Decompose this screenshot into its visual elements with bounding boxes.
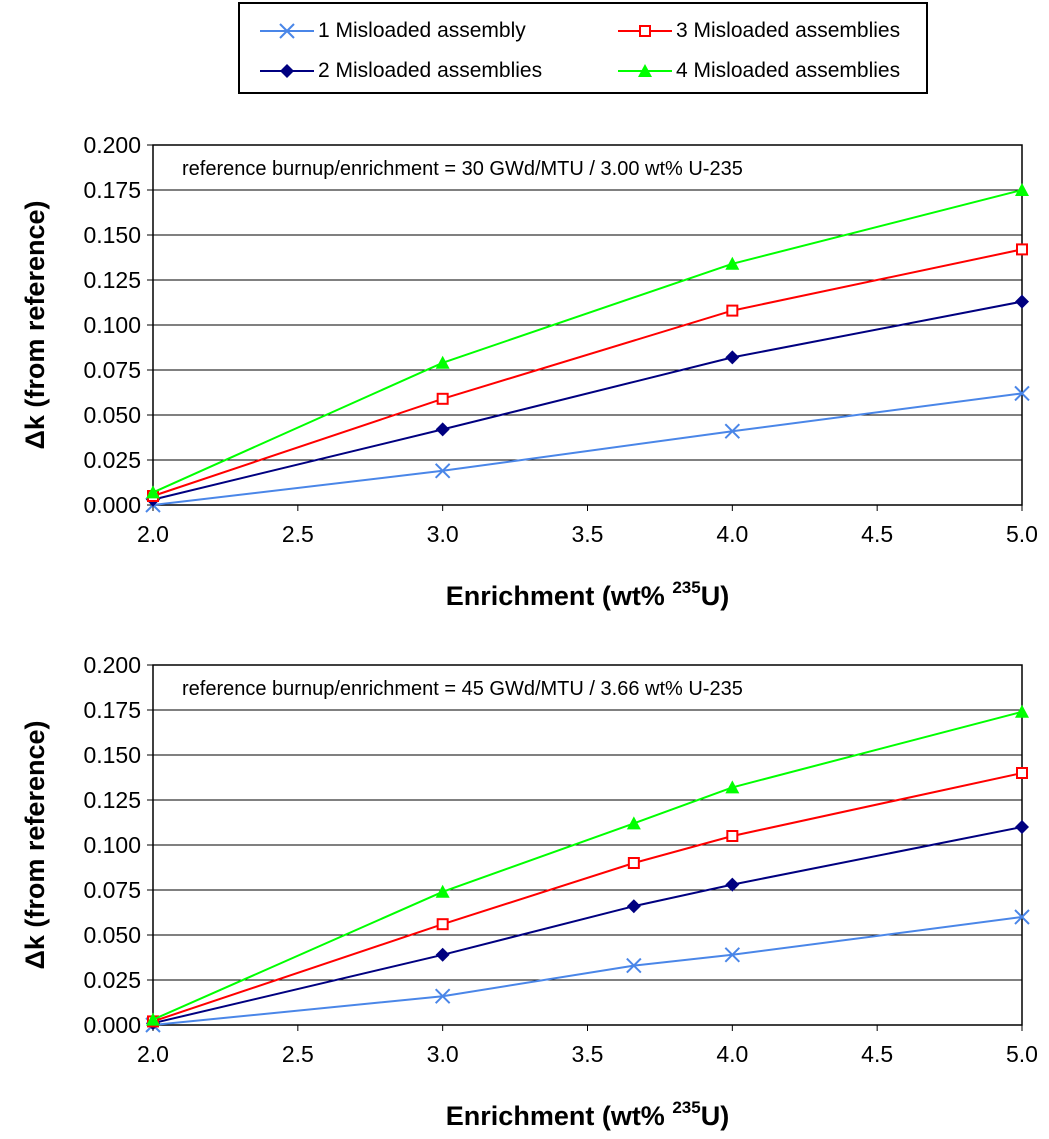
data-point [726, 830, 739, 842]
x-tick-label: 5.0 [1006, 1041, 1038, 1067]
series-line [152, 189, 1023, 494]
y-tick-label: 0.050 [83, 922, 141, 948]
data-point [725, 877, 740, 892]
chart-legend: 1 Misloaded assembly 3 Misloaded assembl… [238, 2, 928, 94]
data-point [626, 816, 641, 830]
series-line [152, 248, 1023, 497]
bottom-chart: 0.000 0.025 0.050 0.075 0.100 0.125 0.150 0.175… [20, 652, 1038, 1131]
x-tick-label: 2.5 [282, 1041, 314, 1067]
data-point [724, 947, 741, 963]
legend-marker-diamond-icon [260, 64, 314, 78]
legend-item-2-misloaded: 2 Misloaded assemblies [258, 56, 542, 86]
legend-marker-square-icon [618, 25, 672, 37]
x-tick-label: 2.0 [137, 1041, 169, 1067]
data-point [1015, 183, 1029, 196]
x-tick-label: 3.0 [427, 521, 459, 547]
top-chart: 0.000 0.025 0.050 0.075 0.100 0.125 0.150 0.175… [20, 132, 1038, 611]
data-point [434, 463, 451, 479]
y-tick-label: 0.100 [83, 312, 141, 338]
legend-marker-triangle-icon [618, 64, 672, 77]
data-point [146, 1012, 160, 1026]
data-point [435, 422, 450, 437]
x-tick-label: 2.5 [282, 521, 314, 547]
data-point [1015, 294, 1029, 309]
plot-area [152, 664, 1023, 1026]
y-tick-label: 0.200 [83, 132, 141, 158]
data-point [726, 304, 739, 317]
legend-marker-x-icon [260, 23, 314, 39]
x-tick-label: 3.0 [427, 1041, 459, 1067]
y-tick-label: 0.000 [83, 492, 141, 518]
y-tick-label: 0.075 [83, 877, 141, 903]
reference-annotation: reference burnup/enrichment = 45 GWd/MTU… [182, 678, 743, 700]
data-point [724, 423, 741, 439]
x-tick-label: 3.5 [572, 1041, 604, 1067]
data-point [626, 899, 641, 914]
series-line [152, 392, 1023, 506]
y-tick-label: 0.100 [83, 832, 141, 858]
y-tick-label: 0.175 [83, 177, 141, 203]
x-tick-label: 3.5 [572, 521, 604, 547]
data-point [725, 350, 740, 365]
data-point [725, 780, 740, 794]
data-point [435, 947, 450, 962]
y-tick-label: 0.025 [83, 447, 141, 473]
x-tick-label: 4.5 [861, 1041, 893, 1067]
legend-label: 4 Misloaded assemblies [676, 59, 901, 82]
y-tick-label: 0.150 [83, 222, 141, 248]
data-point [1014, 909, 1030, 925]
x-axis-label: Enrichment (wt% 235U) [446, 578, 729, 611]
y-tick-label: 0.125 [83, 267, 141, 293]
data-point [1014, 385, 1030, 402]
y-axis-label: Δk (from reference) [20, 201, 50, 450]
data-point [146, 485, 160, 499]
y-tick-label: 0.150 [83, 742, 141, 768]
x-tick-label: 5.0 [1006, 521, 1038, 547]
x-tick-label: 4.0 [716, 521, 748, 547]
legend-item-3-misloaded: 3 Misloaded assemblies [616, 16, 900, 46]
legend-item-1-misloaded: 1 Misloaded assembly [258, 16, 526, 46]
legend-label: 1 Misloaded assembly [318, 19, 526, 42]
data-point [436, 392, 449, 405]
data-point [627, 857, 640, 869]
data-point [1015, 820, 1029, 834]
y-tick-label: 0.050 [83, 402, 141, 428]
x-tick-label: 4.5 [861, 521, 893, 547]
data-point [434, 988, 451, 1004]
plot-area [152, 144, 1023, 506]
series-line [152, 916, 1023, 1026]
series-line [152, 826, 1023, 1025]
data-point [1016, 767, 1028, 779]
series-line [152, 772, 1023, 1023]
data-point [1016, 243, 1028, 256]
y-tick-label: 0.175 [83, 697, 141, 723]
legend-label: 2 Misloaded assemblies [318, 59, 543, 82]
y-tick-label: 0.200 [83, 652, 141, 678]
legend-label: 3 Misloaded assemblies [676, 19, 901, 42]
y-tick-label: 0.000 [83, 1012, 141, 1038]
y-tick-label: 0.125 [83, 787, 141, 813]
x-tick-label: 4.0 [716, 1041, 748, 1067]
y-tick-label: 0.075 [83, 357, 141, 383]
y-tick-label: 0.025 [83, 967, 141, 993]
reference-annotation: reference burnup/enrichment = 30 GWd/MTU… [182, 158, 743, 180]
data-point [1015, 704, 1029, 718]
legend-item-4-misloaded: 4 Misloaded assemblies [616, 56, 900, 86]
data-point [435, 355, 450, 369]
x-axis-label: Enrichment (wt% 235U) [446, 1098, 729, 1131]
data-point [435, 884, 450, 898]
y-axis-label: Δk (from reference) [20, 721, 50, 970]
data-point [725, 256, 740, 270]
series-line [152, 300, 1023, 501]
x-tick-label: 2.0 [137, 521, 169, 547]
data-point [626, 957, 642, 974]
data-point [436, 918, 449, 931]
